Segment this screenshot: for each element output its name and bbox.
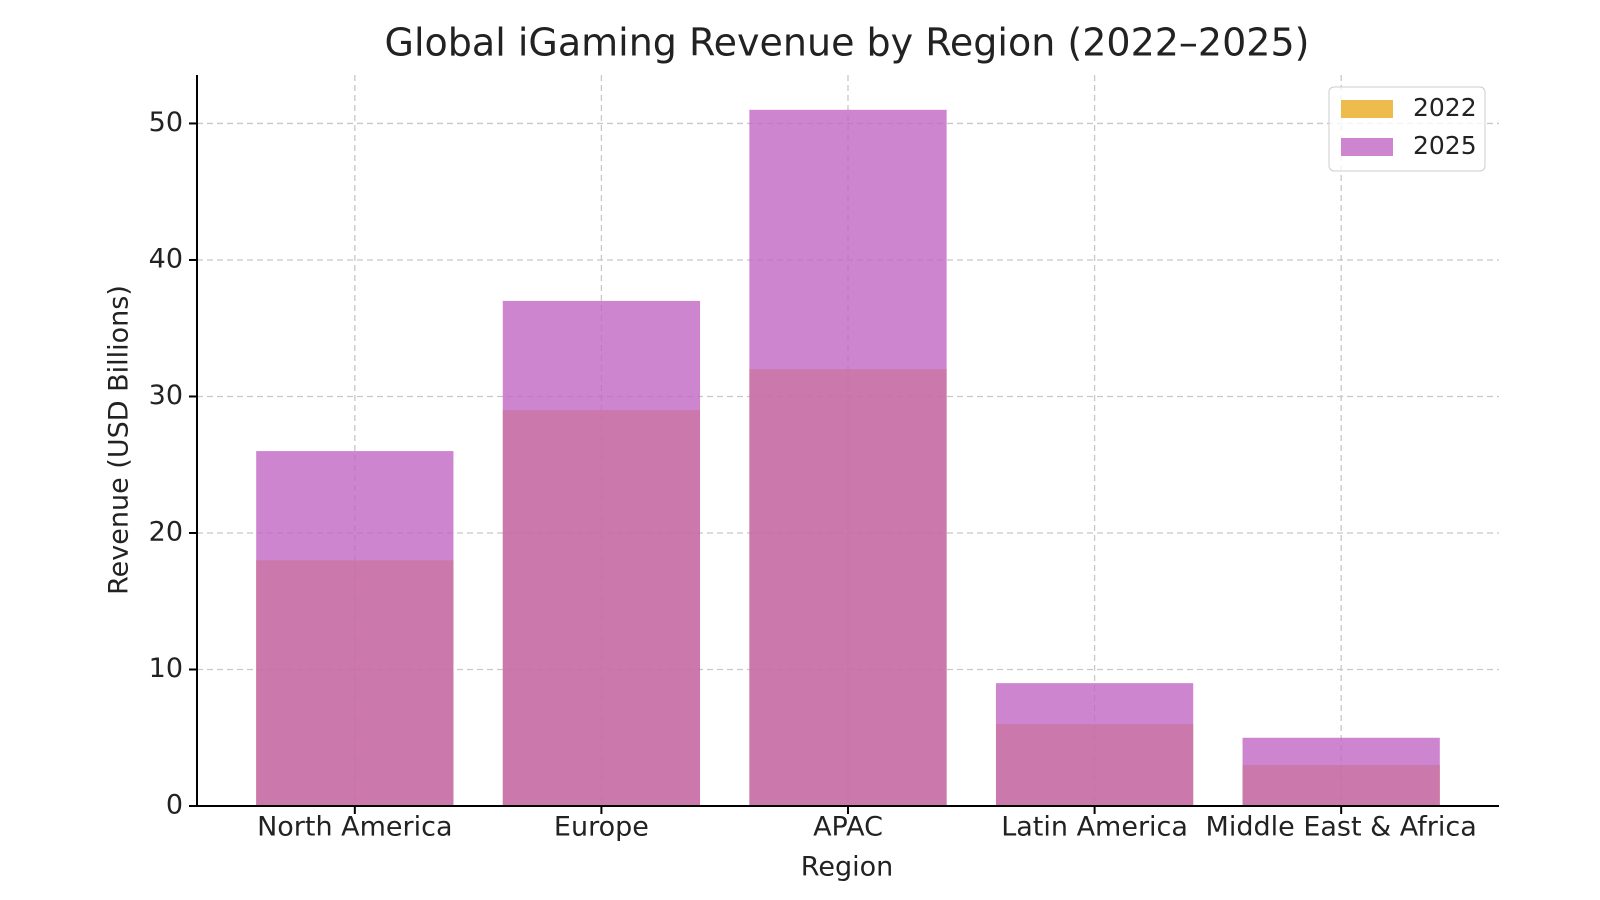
y-tick-label: 20 — [149, 516, 183, 547]
legend-label: 2025 — [1413, 131, 1477, 160]
y-tick-label: 30 — [149, 380, 183, 411]
x-tick-label: Middle East & Africa — [1206, 812, 1477, 843]
bar — [256, 451, 454, 806]
bar — [995, 683, 1194, 806]
x-tick-label: APAC — [813, 812, 883, 843]
legend-label: 2022 — [1413, 93, 1477, 122]
legend-swatch — [1341, 100, 1393, 118]
x-tick-label: Europe — [554, 812, 649, 843]
x-tick-label: North America — [257, 812, 452, 843]
y-tick-label: 0 — [166, 790, 183, 821]
bar — [502, 300, 701, 806]
x-axis-label: Region — [801, 852, 893, 883]
x-tick-label: Latin America — [1001, 812, 1188, 843]
y-tick-label: 10 — [149, 653, 183, 684]
y-tick-label: 50 — [149, 107, 183, 138]
y-tick-label: 40 — [149, 243, 183, 274]
chart-title: Global iGaming Revenue by Region (2022–2… — [385, 21, 1310, 65]
bar — [1242, 737, 1440, 806]
y-axis-label: Revenue (USD Billions) — [104, 285, 135, 595]
legend-swatch — [1341, 138, 1393, 156]
bar — [749, 109, 947, 807]
